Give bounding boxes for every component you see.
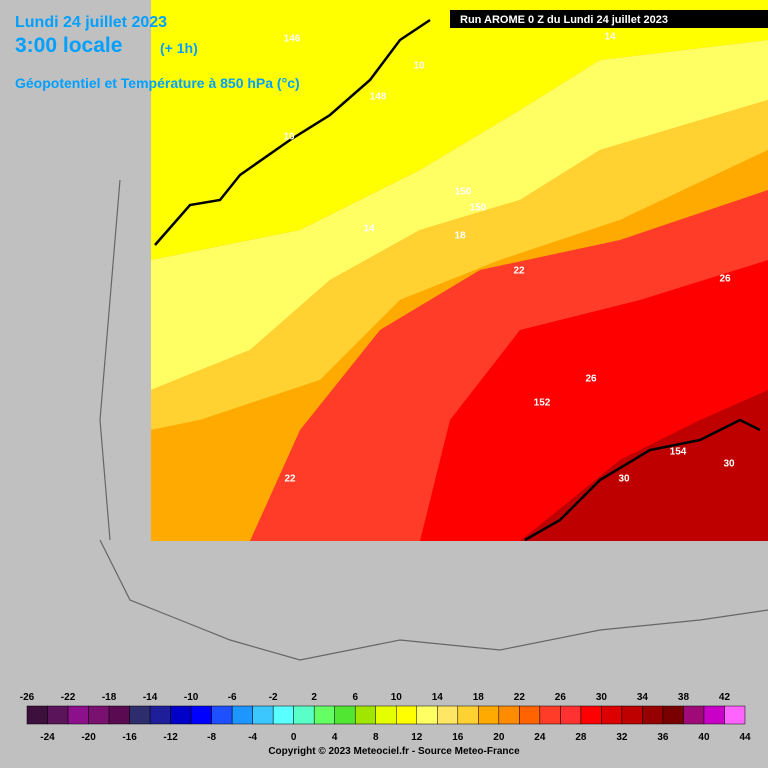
colorbar-swatch xyxy=(272,705,294,725)
colorbar-label: 40 xyxy=(698,732,710,743)
copyright: Copyright © 2023 Meteociel.fr - Source M… xyxy=(268,746,520,757)
colorbar-label: 24 xyxy=(534,732,546,743)
colorbar-swatch xyxy=(47,705,69,725)
coastline xyxy=(154,18,761,542)
colorbar-label: 44 xyxy=(739,732,751,743)
temperature-field xyxy=(151,0,768,541)
colorbar-label: -2 xyxy=(269,692,278,703)
contour-label: 152 xyxy=(534,398,551,409)
colorbar-swatch xyxy=(375,705,397,725)
colorbar-swatch xyxy=(293,705,315,725)
colorbar-label: 20 xyxy=(493,732,505,743)
colorbar-label: 42 xyxy=(719,692,731,703)
colorbar-swatch xyxy=(724,705,746,725)
time: 3:00 locale xyxy=(15,34,122,57)
colorbar-swatch xyxy=(560,705,582,725)
colorbar-swatch xyxy=(396,705,418,725)
colorbar-label: 4 xyxy=(332,732,338,743)
borders xyxy=(99,179,768,661)
colorbar-swatch xyxy=(129,705,151,725)
colorbar-label: 26 xyxy=(555,692,567,703)
colorbar-swatch xyxy=(437,705,459,725)
run: Run AROME 0 Z du Lundi 24 juillet 2023 xyxy=(460,14,668,26)
colorbar-label: 0 xyxy=(291,732,297,743)
colorbar-label: 8 xyxy=(373,732,379,743)
contour-label: 14 xyxy=(363,224,375,235)
colorbar-swatch xyxy=(519,705,541,725)
colorbar-label: 36 xyxy=(657,732,669,743)
colorbar-swatch xyxy=(478,705,500,725)
colorbar-swatch xyxy=(601,705,623,725)
colorbar-swatch xyxy=(313,705,335,725)
colorbar-label: -26 xyxy=(20,692,35,703)
colorbar-label: -24 xyxy=(40,732,55,743)
colorbar-label: -16 xyxy=(122,732,137,743)
colorbar-label: 12 xyxy=(411,732,423,743)
colorbar-swatch xyxy=(170,705,192,725)
colorbar-swatch xyxy=(642,705,664,725)
contour-label: 10 xyxy=(283,132,295,143)
colorbar-swatch xyxy=(252,705,274,725)
contour-label: 30 xyxy=(723,459,735,470)
colorbar-label: -4 xyxy=(248,732,257,743)
colorbar-swatch xyxy=(334,705,356,725)
run-banner xyxy=(450,10,768,28)
colorbar-label: 34 xyxy=(637,692,649,703)
contour-label: 148 xyxy=(370,92,387,103)
colorbar-swatch xyxy=(683,705,705,725)
colorbar-label: 16 xyxy=(452,732,464,743)
colorbar-label: 22 xyxy=(514,692,526,703)
colorbar-label: -14 xyxy=(143,692,158,703)
colorbar-label: 2 xyxy=(311,692,317,703)
colorbar-swatch xyxy=(190,705,212,725)
colorbar-label: 18 xyxy=(473,692,485,703)
colorbar-swatch xyxy=(26,705,48,725)
date: Lundi 24 juillet 2023 xyxy=(15,14,167,31)
colorbar-swatch xyxy=(580,705,602,725)
colorbar-swatch xyxy=(354,705,376,725)
contour-label: 22 xyxy=(284,474,296,485)
contour-label: 26 xyxy=(585,374,597,385)
colorbar-label: -10 xyxy=(184,692,199,703)
colorbar-label: 10 xyxy=(391,692,403,703)
contour-label: 146 xyxy=(284,34,301,45)
colorbar-label: -20 xyxy=(81,732,96,743)
colorbar-label: -22 xyxy=(61,692,76,703)
colorbar-swatch xyxy=(88,705,110,725)
colorbar-label: -12 xyxy=(163,732,178,743)
colorbar-swatch xyxy=(621,705,643,725)
contour-label: 30 xyxy=(618,474,630,485)
colorbar-label: 30 xyxy=(596,692,608,703)
colorbar-swatch xyxy=(211,705,233,725)
colorbar-label: -6 xyxy=(228,692,237,703)
colorbar-label: -8 xyxy=(207,732,216,743)
colorbar-swatch xyxy=(67,705,89,725)
colorbar-label: 28 xyxy=(575,732,587,743)
colorbar-swatch xyxy=(498,705,520,725)
colorbar-label: 38 xyxy=(678,692,690,703)
colorbar-swatch xyxy=(416,705,438,725)
contour-label: 18 xyxy=(454,231,466,242)
contour-label: 14 xyxy=(604,32,616,43)
colorbar-label: 14 xyxy=(432,692,444,703)
contour-label: 154 xyxy=(670,447,687,458)
colorbar-label: 32 xyxy=(616,732,628,743)
offset: (+ 1h) xyxy=(160,40,198,56)
colorbar-swatch xyxy=(662,705,684,725)
colorbar-swatch xyxy=(457,705,479,725)
colorbar-swatch xyxy=(149,705,171,725)
contour-label: 26 xyxy=(719,274,731,285)
colorbar-swatch xyxy=(108,705,130,725)
colorbar-swatch xyxy=(703,705,725,725)
colorbar-swatch xyxy=(539,705,561,725)
contour-label: 150 xyxy=(470,203,487,214)
field: Géopotentiel et Température à 850 hPa (°… xyxy=(15,75,300,91)
contour-label: 150 xyxy=(455,187,472,198)
colorbar-swatch xyxy=(231,705,253,725)
colorbar-label: -18 xyxy=(102,692,117,703)
contour-label: 10 xyxy=(413,61,425,72)
colorbar-label: 6 xyxy=(352,692,358,703)
contour-label: 22 xyxy=(513,266,525,277)
